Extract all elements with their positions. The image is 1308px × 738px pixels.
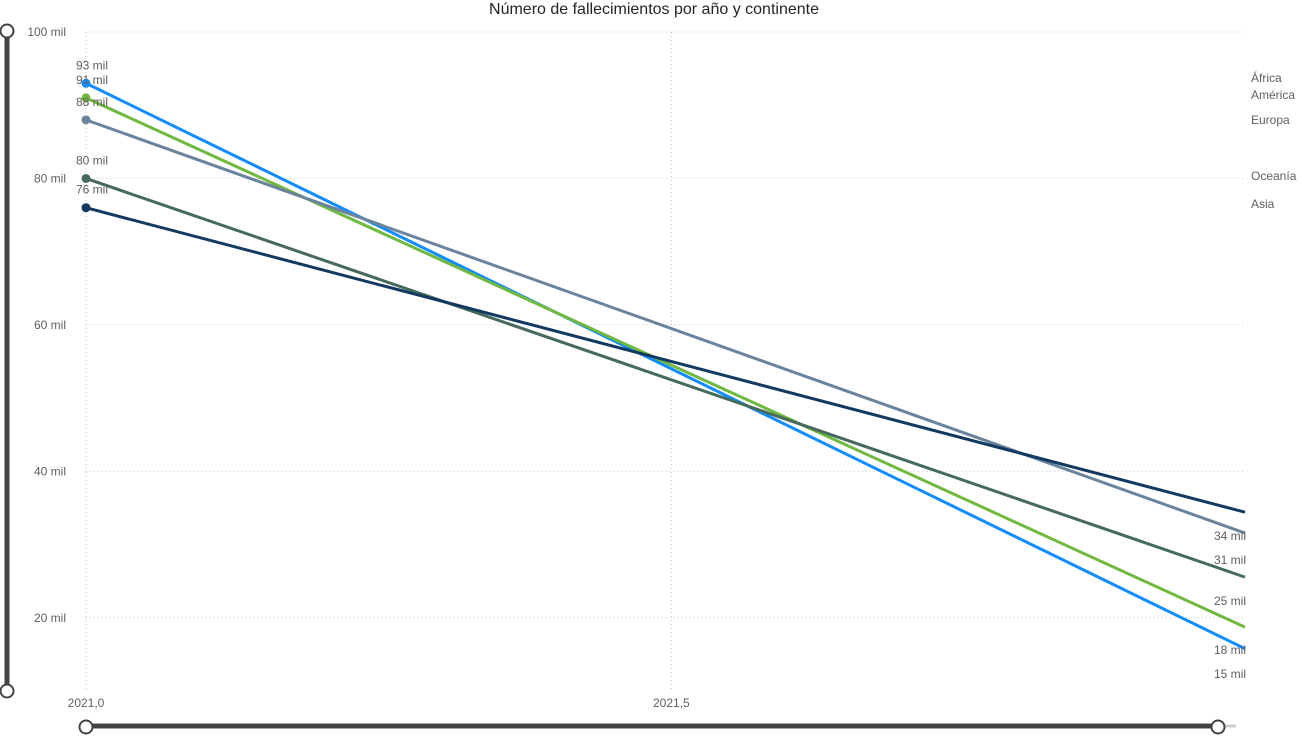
y-range-bottom-handle[interactable]	[0, 683, 15, 699]
series-marker-3	[81, 173, 91, 183]
legend-item: Asia	[1251, 197, 1275, 211]
x-tick-label: 2021,5	[653, 696, 690, 710]
legend-item: Oceanía	[1251, 169, 1297, 183]
y-tick-label: 60 mil	[34, 318, 66, 332]
x-range-right-handle[interactable]	[1210, 719, 1226, 735]
series-marker-0	[81, 78, 91, 88]
y-tick-label: 40 mil	[34, 464, 66, 478]
x-tick-label: 2021,0	[68, 696, 105, 710]
chart-title: Número de fallecimientos por año y conti…	[489, 1, 819, 18]
x-range-left-handle[interactable]	[78, 719, 94, 735]
axis-labels: 20 mil 40 mil 60 mil 80 mil 100 mil 2021,0 202…	[27, 25, 690, 710]
legend-item: América	[1251, 88, 1295, 102]
data-label-start: 88 mil	[76, 95, 108, 109]
series-marker-4	[81, 203, 91, 213]
range-sliders[interactable]	[0, 23, 1237, 735]
series-lines	[81, 78, 1246, 651]
series-line-1	[85, 96, 1246, 629]
data-label-end: 15 mil	[1214, 667, 1246, 681]
y-tick-label: 100 mil	[27, 25, 66, 39]
data-label-start: 93 mil	[76, 58, 108, 72]
y-range-top-handle[interactable]	[0, 23, 15, 39]
data-label-start: 80 mil	[76, 153, 108, 167]
series-line-0	[85, 81, 1246, 651]
data-label-end: 31 mil	[1214, 553, 1246, 567]
data-label-start: 91 mil	[76, 73, 108, 87]
data-label-end: 34 mil	[1214, 529, 1246, 543]
y-tick-label: 20 mil	[34, 611, 66, 625]
series-marker-1	[81, 93, 91, 103]
data-label-end: 18 mil	[1214, 643, 1246, 657]
data-label-start: 76 mil	[76, 183, 108, 197]
series-line-4	[85, 206, 1246, 514]
data-label-end: 25 mil	[1214, 594, 1246, 608]
y-tick-label: 80 mil	[34, 171, 66, 185]
legend-item: África	[1251, 70, 1282, 85]
legend-item: Europa	[1251, 113, 1290, 127]
legend: África América Europa Oceanía Asia	[1251, 70, 1297, 211]
series-line-2	[85, 118, 1246, 535]
series-line-3	[85, 177, 1246, 579]
series-marker-2	[81, 115, 91, 125]
